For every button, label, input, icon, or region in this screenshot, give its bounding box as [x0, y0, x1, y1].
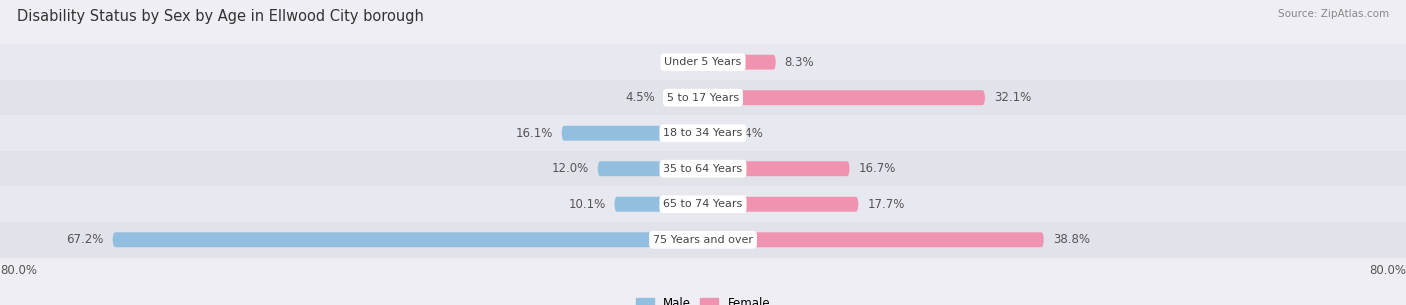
FancyBboxPatch shape [703, 90, 986, 105]
FancyBboxPatch shape [561, 126, 703, 141]
FancyBboxPatch shape [703, 197, 859, 212]
Text: 65 to 74 Years: 65 to 74 Years [664, 199, 742, 209]
FancyBboxPatch shape [614, 197, 703, 212]
FancyBboxPatch shape [112, 232, 703, 247]
Text: 16.1%: 16.1% [516, 127, 553, 140]
Legend: Male, Female: Male, Female [636, 297, 770, 305]
Text: 32.1%: 32.1% [994, 91, 1031, 104]
Text: 67.2%: 67.2% [66, 233, 104, 246]
Text: Disability Status by Sex by Age in Ellwood City borough: Disability Status by Sex by Age in Ellwo… [17, 9, 423, 24]
FancyBboxPatch shape [598, 161, 703, 176]
FancyBboxPatch shape [703, 161, 849, 176]
Bar [0, 116, 1406, 151]
Text: 0.0%: 0.0% [661, 56, 690, 69]
Bar [0, 151, 1406, 186]
Text: 8.3%: 8.3% [785, 56, 814, 69]
Text: 12.0%: 12.0% [551, 162, 589, 175]
Text: 10.1%: 10.1% [568, 198, 606, 211]
Text: 35 to 64 Years: 35 to 64 Years [664, 164, 742, 174]
Bar [0, 222, 1406, 257]
FancyBboxPatch shape [703, 55, 776, 70]
Text: 5 to 17 Years: 5 to 17 Years [666, 93, 740, 103]
Text: 75 Years and over: 75 Years and over [652, 235, 754, 245]
FancyBboxPatch shape [703, 232, 1043, 247]
Text: 80.0%: 80.0% [1369, 264, 1406, 277]
Text: 80.0%: 80.0% [0, 264, 37, 277]
Bar [0, 80, 1406, 116]
Bar [0, 186, 1406, 222]
FancyBboxPatch shape [664, 90, 703, 105]
Text: Under 5 Years: Under 5 Years [665, 57, 741, 67]
Text: 38.8%: 38.8% [1053, 233, 1090, 246]
Text: 17.7%: 17.7% [868, 198, 904, 211]
FancyBboxPatch shape [703, 126, 724, 141]
Bar [0, 45, 1406, 80]
Text: 2.4%: 2.4% [733, 127, 762, 140]
Text: Source: ZipAtlas.com: Source: ZipAtlas.com [1278, 9, 1389, 19]
Text: 18 to 34 Years: 18 to 34 Years [664, 128, 742, 138]
Text: 4.5%: 4.5% [624, 91, 655, 104]
Text: 16.7%: 16.7% [859, 162, 896, 175]
